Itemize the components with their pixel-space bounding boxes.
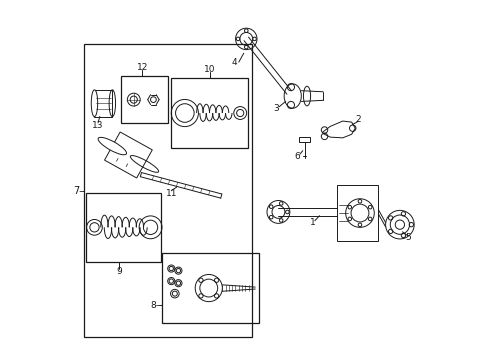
Text: 5: 5 [404,233,410,242]
Bar [337,185,378,241]
Text: 2: 2 [355,115,360,124]
Text: 8–: 8– [150,301,161,310]
Bar [299,138,309,143]
Ellipse shape [91,90,98,117]
Text: 9: 9 [116,267,122,276]
Bar [85,193,160,262]
Bar [171,78,247,148]
Ellipse shape [98,137,126,155]
Text: 3: 3 [273,104,279,113]
Bar [121,76,167,123]
Text: 13: 13 [92,121,103,130]
Text: 4: 4 [231,58,237,67]
Text: 10: 10 [203,65,215,74]
Text: 1: 1 [309,219,315,228]
Text: 7–: 7– [73,186,84,196]
Text: 11: 11 [165,189,177,198]
Text: 12: 12 [136,63,147,72]
Text: 6: 6 [294,152,300,161]
Bar [83,44,251,337]
Bar [94,90,112,117]
Bar [162,253,258,323]
